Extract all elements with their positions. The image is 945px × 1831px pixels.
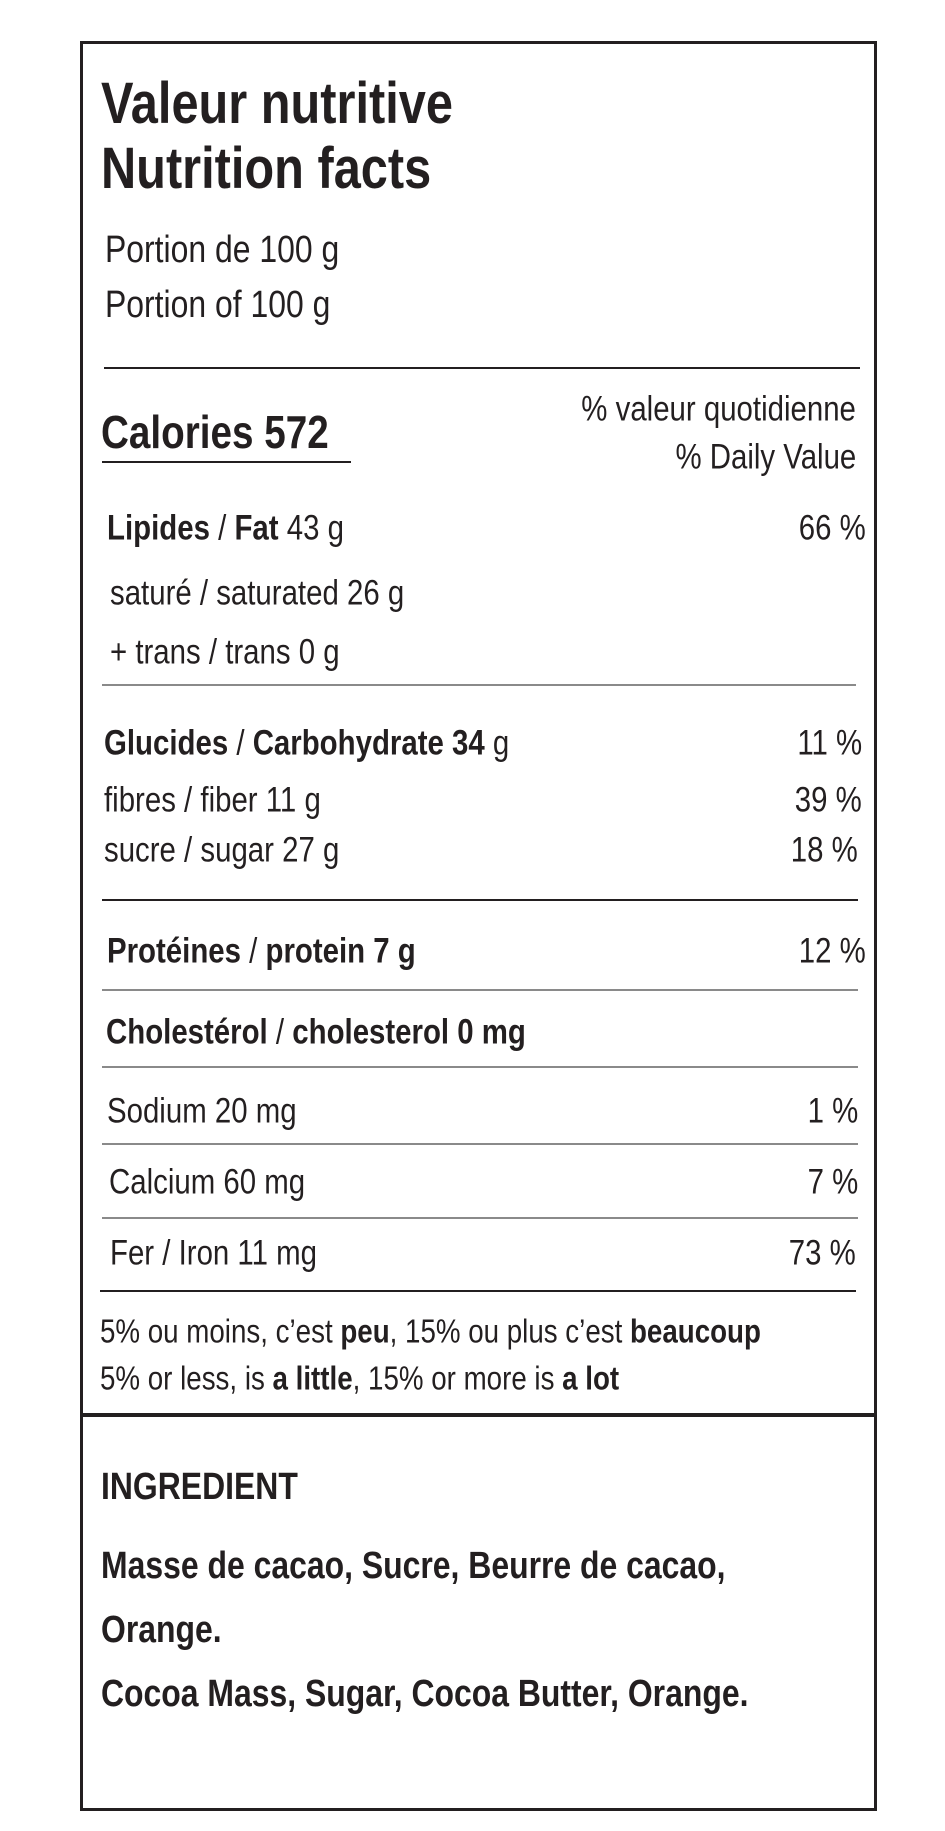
dv-header-en: % Daily Value: [675, 437, 856, 477]
divider: [102, 684, 856, 686]
footnote-bold: peu: [340, 1312, 390, 1350]
fat-fr: Lipides: [107, 508, 210, 548]
iron-dv: 73 %: [788, 1233, 856, 1273]
carb-fr: Glucides: [104, 723, 229, 763]
footnote-text: 5% ou moins, c’est: [100, 1312, 341, 1350]
divider: [102, 1217, 858, 1219]
portion-fr: Portion de 100 g: [105, 229, 340, 271]
footnote-bold: a little: [272, 1359, 353, 1397]
footnote-bold: beaucoup: [630, 1312, 761, 1350]
section-divider: [80, 1413, 877, 1417]
protein-fr: Protéines: [107, 931, 241, 971]
divider: [100, 1290, 856, 1292]
cholesterol-fr: Cholestérol: [106, 1012, 268, 1052]
fat-dv: 66 %: [798, 508, 866, 548]
fiber-dv: 39 %: [794, 780, 862, 820]
separator: /: [240, 931, 266, 971]
carb-amount: g: [484, 723, 510, 763]
trans-row: + trans / trans 0 g: [110, 632, 340, 672]
divider: [104, 367, 860, 369]
calories-underline: [102, 461, 351, 463]
sodium-dv: 1 %: [807, 1091, 858, 1131]
fat-en: Fat: [234, 508, 279, 548]
protein-dv: 12 %: [798, 931, 866, 971]
saturated-row: saturé / saturated 26 g: [110, 573, 405, 613]
divider: [102, 899, 858, 901]
title-fr: Valeur nutritive: [101, 71, 453, 136]
cholesterol-en: cholesterol 0 mg: [292, 1012, 526, 1052]
divider: [102, 1066, 858, 1068]
portion-en: Portion of 100 g: [105, 284, 331, 326]
footnote-text: 5% or less, is: [100, 1359, 273, 1397]
fat-row: Lipides / Fat 43 g: [107, 511, 344, 546]
fat-amount: 43 g: [278, 508, 344, 548]
separator: /: [267, 1012, 293, 1052]
carb-en: Carbohydrate 34: [252, 723, 485, 763]
ingredients-heading: INGREDIENT: [101, 1466, 298, 1508]
ingredients-fr-line2: Orange.: [101, 1609, 222, 1651]
calcium-row: Calcium 60 mg: [109, 1162, 306, 1202]
title-en: Nutrition facts: [101, 136, 432, 201]
footnote-text: , 15% ou plus c’est: [389, 1312, 631, 1350]
fiber-row: fibres / fiber 11 g: [104, 780, 321, 820]
separator: /: [209, 508, 235, 548]
sodium-row: Sodium 20 mg: [107, 1091, 297, 1131]
nutrition-label: [80, 41, 877, 1811]
footnote-bold: a lot: [562, 1359, 620, 1397]
divider: [102, 1143, 858, 1145]
calories: Calories 572: [101, 406, 329, 458]
footnote-fr: 5% ou moins, c’est peu, 15% ou plus c’es…: [100, 1315, 761, 1348]
calcium-dv: 7 %: [807, 1162, 858, 1202]
carb-dv: 11 %: [797, 723, 862, 763]
protein-row: Protéines / protein 7 g: [107, 934, 416, 969]
protein-en: protein 7 g: [265, 931, 416, 971]
iron-row: Fer / Iron 11 mg: [110, 1233, 317, 1273]
divider: [102, 989, 858, 991]
separator: /: [228, 723, 253, 763]
ingredients-fr-line1: Masse de cacao, Sucre, Beurre de cacao,: [101, 1545, 726, 1587]
cholesterol-row: Cholestérol / cholesterol 0 mg: [106, 1015, 526, 1050]
footnote-en: 5% or less, is a little, 15% or more is …: [100, 1362, 619, 1395]
carb-row: Glucides / Carbohydrate 34 g: [104, 726, 509, 761]
sugar-dv: 18 %: [790, 830, 858, 870]
sugar-row: sucre / sugar 27 g: [104, 830, 340, 870]
dv-header-fr: % valeur quotidienne: [581, 389, 856, 429]
ingredients-en: Cocoa Mass, Sugar, Cocoa Butter, Orange.: [101, 1673, 749, 1715]
footnote-text: , 15% or more is: [352, 1359, 563, 1397]
